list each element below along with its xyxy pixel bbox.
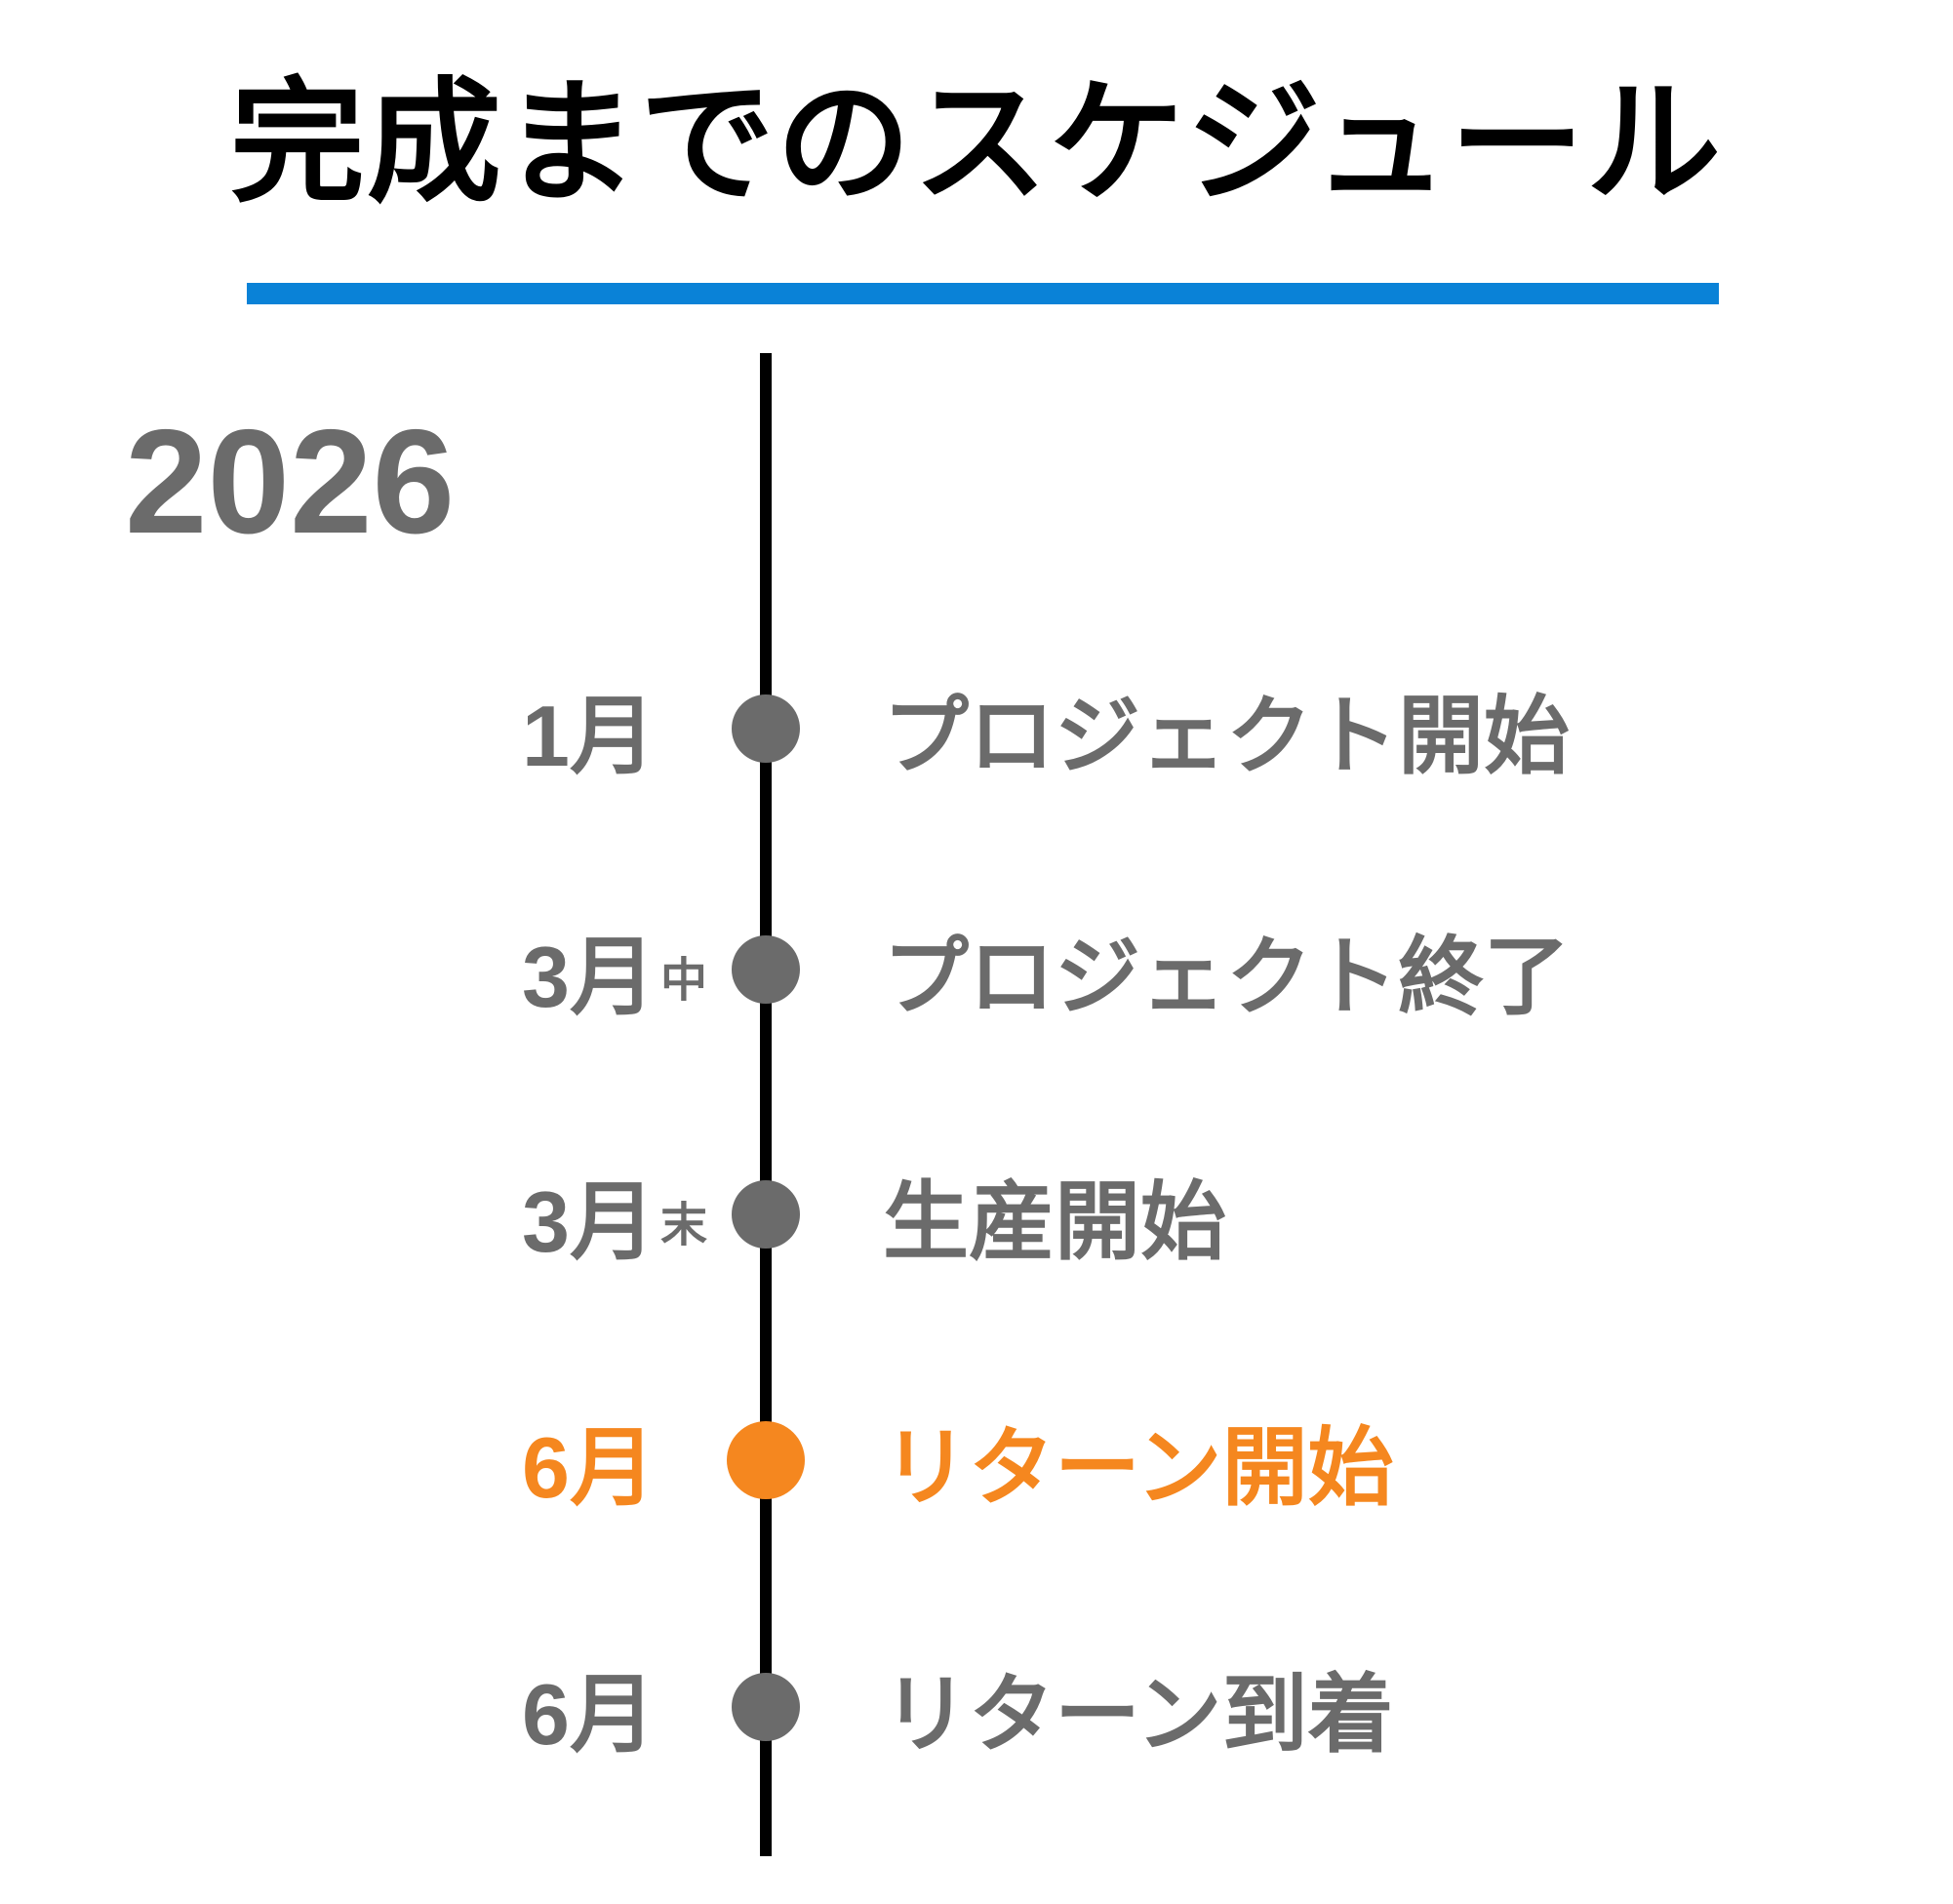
timeline-row: 1月 プロジェクト開始 [0, 660, 1953, 797]
timeline-dot-highlighted [727, 1421, 805, 1499]
year-label: 2026 [125, 399, 456, 565]
month-text: 6月 [522, 1665, 656, 1763]
timeline-row: 3月 中 プロジェクト終了 [0, 901, 1953, 1038]
month-text: 3月 [522, 1172, 656, 1270]
month-text: 6月 [522, 1418, 656, 1516]
month-text: 1月 [522, 687, 656, 784]
event-label: 生産開始 [883, 1172, 1227, 1270]
month-suffix: 末 [659, 1200, 707, 1251]
timeline-dot [732, 935, 800, 1004]
timeline-dot [732, 694, 800, 763]
timeline-row: 6月 リターン到着 [0, 1639, 1953, 1775]
month-label: 6月 [522, 1392, 660, 1528]
month-text: 3月 [522, 928, 656, 1025]
month-suffix: 中 [659, 955, 707, 1007]
timeline-dot [732, 1180, 800, 1249]
timeline-row: 3月 末 生産開始 [0, 1146, 1953, 1283]
timeline-dot [732, 1673, 800, 1741]
month-label: 3月 末 [522, 1146, 707, 1283]
title-underline-bar [247, 283, 1719, 304]
month-label: 1月 [522, 660, 660, 797]
timeline-row-highlighted: 6月 リターン開始 [0, 1392, 1953, 1528]
event-label: プロジェクト終了 [883, 928, 1571, 1025]
timeline-axis-line [760, 353, 772, 1856]
event-label: リターン到着 [883, 1665, 1394, 1763]
page-title: 完成までのスケジュール [229, 68, 1724, 218]
month-label: 3月 中 [522, 901, 707, 1038]
event-label: リターン開始 [883, 1418, 1394, 1516]
month-label: 6月 [522, 1639, 660, 1775]
event-label: プロジェクト開始 [883, 687, 1571, 784]
